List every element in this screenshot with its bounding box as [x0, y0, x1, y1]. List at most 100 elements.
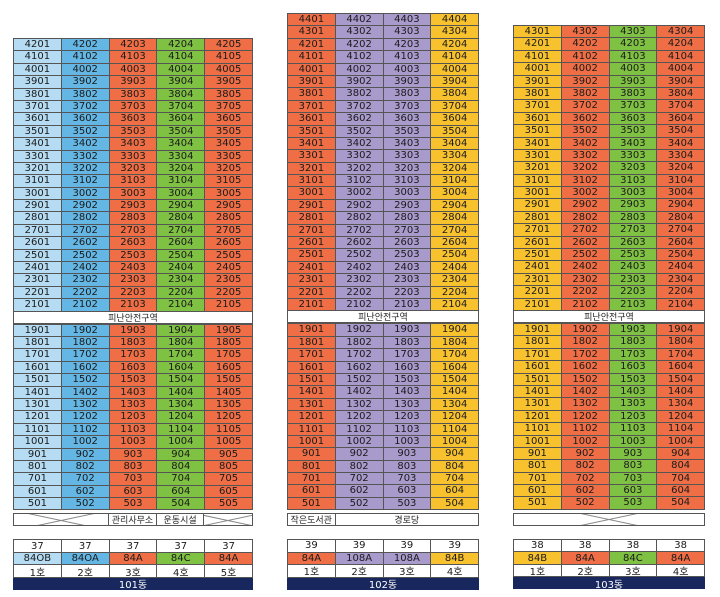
- unit-cell[interactable]: 4001: [14, 63, 62, 77]
- unit-cell[interactable]: 3004: [431, 187, 479, 200]
- unit-cell[interactable]: 1604: [157, 361, 206, 375]
- unit-cell[interactable]: 704: [431, 473, 479, 486]
- unit-cell[interactable]: 2502: [61, 249, 110, 263]
- unit-cell[interactable]: 1903: [109, 324, 158, 337]
- unit-cell[interactable]: 2502: [561, 249, 610, 262]
- unit-cell[interactable]: 803: [609, 460, 658, 473]
- unit-cell[interactable]: 1701: [288, 349, 336, 362]
- unit-cell[interactable]: 2204: [157, 286, 206, 300]
- unit-cell[interactable]: 602: [61, 485, 110, 499]
- unit-cell[interactable]: 3303: [609, 149, 658, 163]
- unit-cell[interactable]: 1804: [431, 336, 479, 350]
- unit-cell[interactable]: 4301: [288, 26, 336, 39]
- unit-cell[interactable]: 1401: [14, 386, 62, 399]
- unit-cell[interactable]: 1103: [383, 423, 432, 436]
- unit-cell[interactable]: 3203: [609, 162, 658, 175]
- unit-cell[interactable]: 1304: [657, 398, 705, 411]
- unit-cell[interactable]: 2704: [657, 224, 705, 237]
- unit-cell[interactable]: 2602: [335, 237, 384, 250]
- unit-cell[interactable]: 1102: [61, 423, 110, 437]
- unit-cell[interactable]: 2501: [14, 249, 62, 263]
- unit-cell[interactable]: 4303: [609, 26, 658, 39]
- unit-cell[interactable]: 1002: [335, 435, 384, 449]
- unit-cell[interactable]: 1202: [561, 410, 610, 424]
- unit-cell[interactable]: 1305: [205, 398, 253, 412]
- unit-cell[interactable]: 2705: [205, 224, 253, 238]
- unit-cell[interactable]: 4203: [109, 39, 158, 52]
- unit-cell[interactable]: 601: [514, 485, 562, 498]
- unit-cell[interactable]: 2502: [335, 249, 384, 262]
- unit-cell[interactable]: 2804: [157, 212, 206, 225]
- unit-cell[interactable]: 1302: [561, 398, 610, 411]
- unit-cell[interactable]: 3604: [157, 113, 206, 126]
- unit-cell[interactable]: 2802: [61, 212, 110, 225]
- unit-cell[interactable]: 1101: [288, 423, 336, 436]
- unit-cell[interactable]: 3803: [109, 88, 158, 101]
- unit-cell[interactable]: 1403: [109, 386, 158, 399]
- unit-cell[interactable]: 3704: [157, 100, 206, 114]
- unit-cell[interactable]: 3004: [657, 187, 705, 200]
- unit-cell[interactable]: 3802: [335, 88, 384, 101]
- unit-cell[interactable]: 3002: [61, 187, 110, 201]
- unit-cell[interactable]: 4104: [431, 51, 479, 64]
- unit-cell[interactable]: 3001: [14, 187, 62, 201]
- unit-cell[interactable]: 1505: [205, 374, 253, 387]
- unit-cell[interactable]: 1503: [383, 373, 432, 387]
- unit-cell[interactable]: 1701: [514, 348, 562, 362]
- unit-cell[interactable]: 2603: [383, 237, 432, 250]
- unit-cell[interactable]: 1201: [288, 411, 336, 424]
- unit-cell[interactable]: 2203: [383, 286, 432, 299]
- unit-cell[interactable]: 1005: [205, 436, 253, 449]
- unit-cell[interactable]: 2604: [431, 237, 479, 250]
- unit-cell[interactable]: 1402: [335, 386, 384, 399]
- unit-cell[interactable]: 2402: [61, 262, 110, 275]
- unit-cell[interactable]: 1103: [109, 423, 158, 437]
- unit-cell[interactable]: 3604: [431, 113, 479, 126]
- unit-cell[interactable]: 1702: [561, 348, 610, 362]
- unit-cell[interactable]: 3901: [14, 76, 62, 89]
- unit-cell[interactable]: 3103: [383, 175, 432, 188]
- unit-cell[interactable]: 2702: [335, 224, 384, 238]
- unit-cell[interactable]: 4201: [14, 39, 62, 52]
- unit-cell[interactable]: 3601: [514, 112, 562, 126]
- unit-cell[interactable]: 1402: [61, 386, 110, 399]
- unit-cell[interactable]: 1803: [609, 336, 658, 349]
- unit-cell[interactable]: 4302: [561, 26, 610, 39]
- unit-cell[interactable]: 2302: [561, 273, 610, 287]
- unit-cell[interactable]: 3203: [109, 162, 158, 176]
- unit-cell[interactable]: 1203: [109, 411, 158, 424]
- unit-cell[interactable]: 2704: [157, 224, 206, 238]
- unit-cell[interactable]: 1603: [609, 361, 658, 374]
- unit-cell[interactable]: 3803: [383, 88, 432, 101]
- unit-cell[interactable]: 3505: [205, 125, 253, 139]
- unit-cell[interactable]: 3003: [609, 187, 658, 200]
- unit-cell[interactable]: 4003: [609, 63, 658, 76]
- unit-cell[interactable]: 2901: [288, 199, 336, 213]
- unit-cell[interactable]: 2301: [288, 274, 336, 287]
- unit-cell[interactable]: 1301: [14, 398, 62, 412]
- unit-cell[interactable]: 3603: [609, 112, 658, 126]
- unit-cell[interactable]: 1602: [61, 361, 110, 375]
- unit-cell[interactable]: 3204: [657, 162, 705, 175]
- unit-cell[interactable]: 2702: [561, 224, 610, 237]
- unit-cell[interactable]: 3301: [14, 150, 62, 163]
- unit-cell[interactable]: 3401: [514, 137, 562, 150]
- unit-cell[interactable]: 4103: [609, 50, 658, 64]
- unit-cell[interactable]: 1004: [431, 435, 479, 449]
- unit-cell[interactable]: 902: [561, 447, 610, 461]
- unit-cell[interactable]: 1803: [109, 336, 158, 350]
- unit-cell[interactable]: 2404: [157, 262, 206, 275]
- unit-cell[interactable]: 3901: [514, 75, 562, 88]
- unit-cell[interactable]: 3601: [14, 113, 62, 126]
- unit-cell[interactable]: 4101: [288, 51, 336, 64]
- unit-cell[interactable]: 4401: [288, 14, 336, 27]
- unit-cell[interactable]: 703: [109, 473, 158, 486]
- unit-cell[interactable]: 3804: [657, 87, 705, 101]
- unit-cell[interactable]: 2802: [335, 212, 384, 225]
- unit-cell[interactable]: 4101: [514, 50, 562, 64]
- unit-cell[interactable]: 2904: [657, 199, 705, 212]
- unit-cell[interactable]: 2505: [205, 249, 253, 263]
- unit-cell[interactable]: 3504: [157, 125, 206, 139]
- unit-cell[interactable]: 4402: [335, 14, 384, 27]
- unit-cell[interactable]: 3202: [335, 162, 384, 176]
